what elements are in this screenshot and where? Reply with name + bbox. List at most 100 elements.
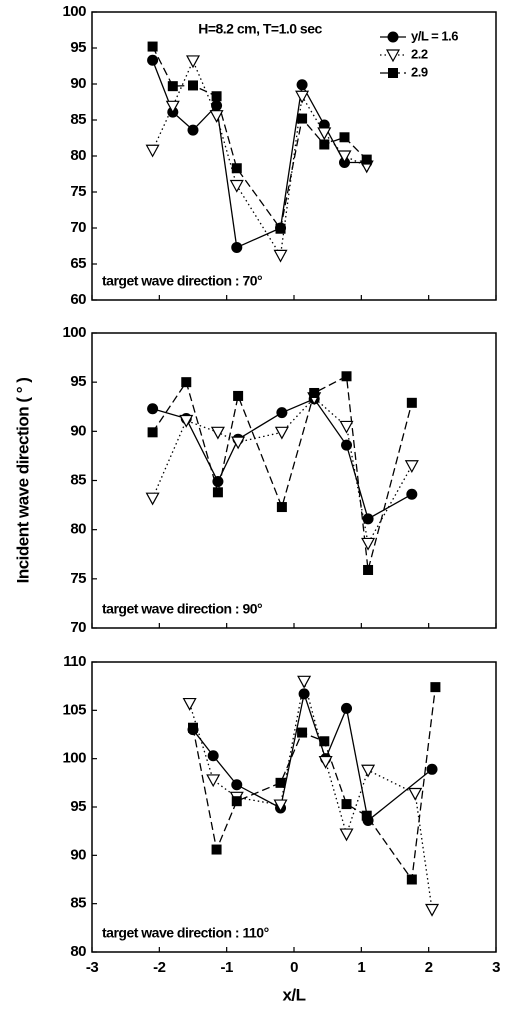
- marker: [187, 124, 199, 136]
- y-tick-label: 100: [62, 750, 86, 767]
- y-tick-label: 90: [70, 846, 86, 863]
- y-tick-label: 65: [70, 255, 86, 272]
- marker: [309, 387, 320, 398]
- marker: [406, 874, 417, 885]
- marker: [233, 390, 244, 401]
- x-tick-label: 1: [357, 959, 365, 976]
- marker: [167, 81, 178, 92]
- marker: [231, 796, 242, 807]
- marker: [147, 54, 159, 66]
- marker: [361, 764, 376, 778]
- marker: [319, 736, 330, 747]
- legend-label: 2.2: [411, 46, 428, 61]
- y-tick-label: 70: [70, 619, 86, 636]
- marker: [319, 139, 330, 150]
- y-tick-label: 95: [70, 373, 86, 390]
- y-tick-label: 100: [62, 324, 86, 341]
- annotation: target wave direction : 90°: [102, 601, 262, 617]
- marker: [297, 727, 308, 738]
- marker: [211, 91, 222, 102]
- annotation: target wave direction : 70°: [102, 273, 262, 289]
- marker: [231, 163, 242, 174]
- y-tick-label: 90: [70, 422, 86, 439]
- marker: [341, 702, 353, 714]
- legend-marker: [388, 68, 398, 78]
- marker: [276, 407, 288, 419]
- marker: [339, 828, 354, 842]
- marker: [145, 144, 160, 158]
- marker: [425, 903, 440, 917]
- marker: [295, 90, 310, 104]
- marker: [317, 127, 332, 141]
- marker: [211, 100, 223, 112]
- y-tick-label: 95: [70, 798, 86, 815]
- marker: [318, 755, 333, 769]
- marker: [297, 113, 308, 124]
- series-line: [192, 691, 433, 822]
- marker: [339, 420, 354, 434]
- marker: [182, 697, 197, 711]
- legend-marker: [385, 49, 401, 63]
- legend-label: 2.9: [411, 64, 428, 79]
- marker: [276, 502, 287, 513]
- marker: [430, 682, 441, 693]
- marker: [231, 779, 243, 791]
- y-axis-label: Incident wave direction ( ° ): [13, 378, 32, 584]
- y-tick-label: 80: [70, 521, 86, 538]
- marker: [361, 810, 372, 821]
- marker: [296, 79, 308, 91]
- marker: [341, 371, 352, 382]
- marker: [361, 154, 372, 165]
- x-tick-label: -1: [220, 959, 232, 976]
- marker: [211, 844, 222, 855]
- series-line: [152, 59, 367, 258]
- marker: [181, 377, 192, 388]
- marker: [362, 513, 374, 525]
- marker: [207, 750, 219, 762]
- marker: [274, 426, 289, 440]
- marker: [212, 475, 224, 487]
- marker: [273, 799, 288, 813]
- marker: [206, 774, 221, 788]
- marker: [361, 537, 376, 551]
- y-tick-label: 105: [62, 701, 86, 718]
- marker: [145, 492, 160, 506]
- legend-marker: [387, 31, 399, 43]
- series-line: [189, 681, 433, 910]
- y-tick-label: 95: [70, 39, 86, 56]
- y-tick-label: 80: [70, 943, 86, 960]
- marker: [209, 110, 224, 123]
- y-tick-label: 75: [70, 183, 86, 200]
- marker: [231, 241, 243, 253]
- marker: [341, 439, 353, 451]
- marker: [275, 223, 286, 234]
- y-tick-label: 110: [63, 653, 86, 670]
- y-tick-label: 85: [70, 895, 86, 912]
- marker: [406, 488, 418, 500]
- marker: [298, 688, 310, 700]
- series-line: [152, 375, 413, 571]
- y-tick-label: 80: [70, 147, 86, 164]
- marker: [404, 460, 419, 474]
- series-line: [192, 687, 437, 882]
- marker: [188, 722, 198, 733]
- marker: [297, 675, 312, 689]
- y-tick-label: 60: [70, 291, 86, 308]
- marker: [188, 80, 198, 91]
- marker: [426, 763, 438, 775]
- legend-label: y/L = 1.6: [411, 28, 458, 43]
- marker: [339, 132, 350, 143]
- plot-frame: [91, 332, 497, 629]
- y-tick-label: 100: [62, 3, 86, 20]
- marker: [147, 41, 158, 52]
- x-tick-label: -3: [86, 959, 98, 976]
- marker: [165, 100, 180, 114]
- annotation: target wave direction : 110°: [102, 925, 269, 941]
- x-tick-label: -2: [153, 959, 165, 976]
- marker: [229, 179, 244, 193]
- x-tick-label: 3: [492, 959, 500, 976]
- y-tick-label: 85: [70, 111, 86, 128]
- x-axis-label: x/L: [282, 985, 305, 1004]
- marker: [363, 564, 374, 575]
